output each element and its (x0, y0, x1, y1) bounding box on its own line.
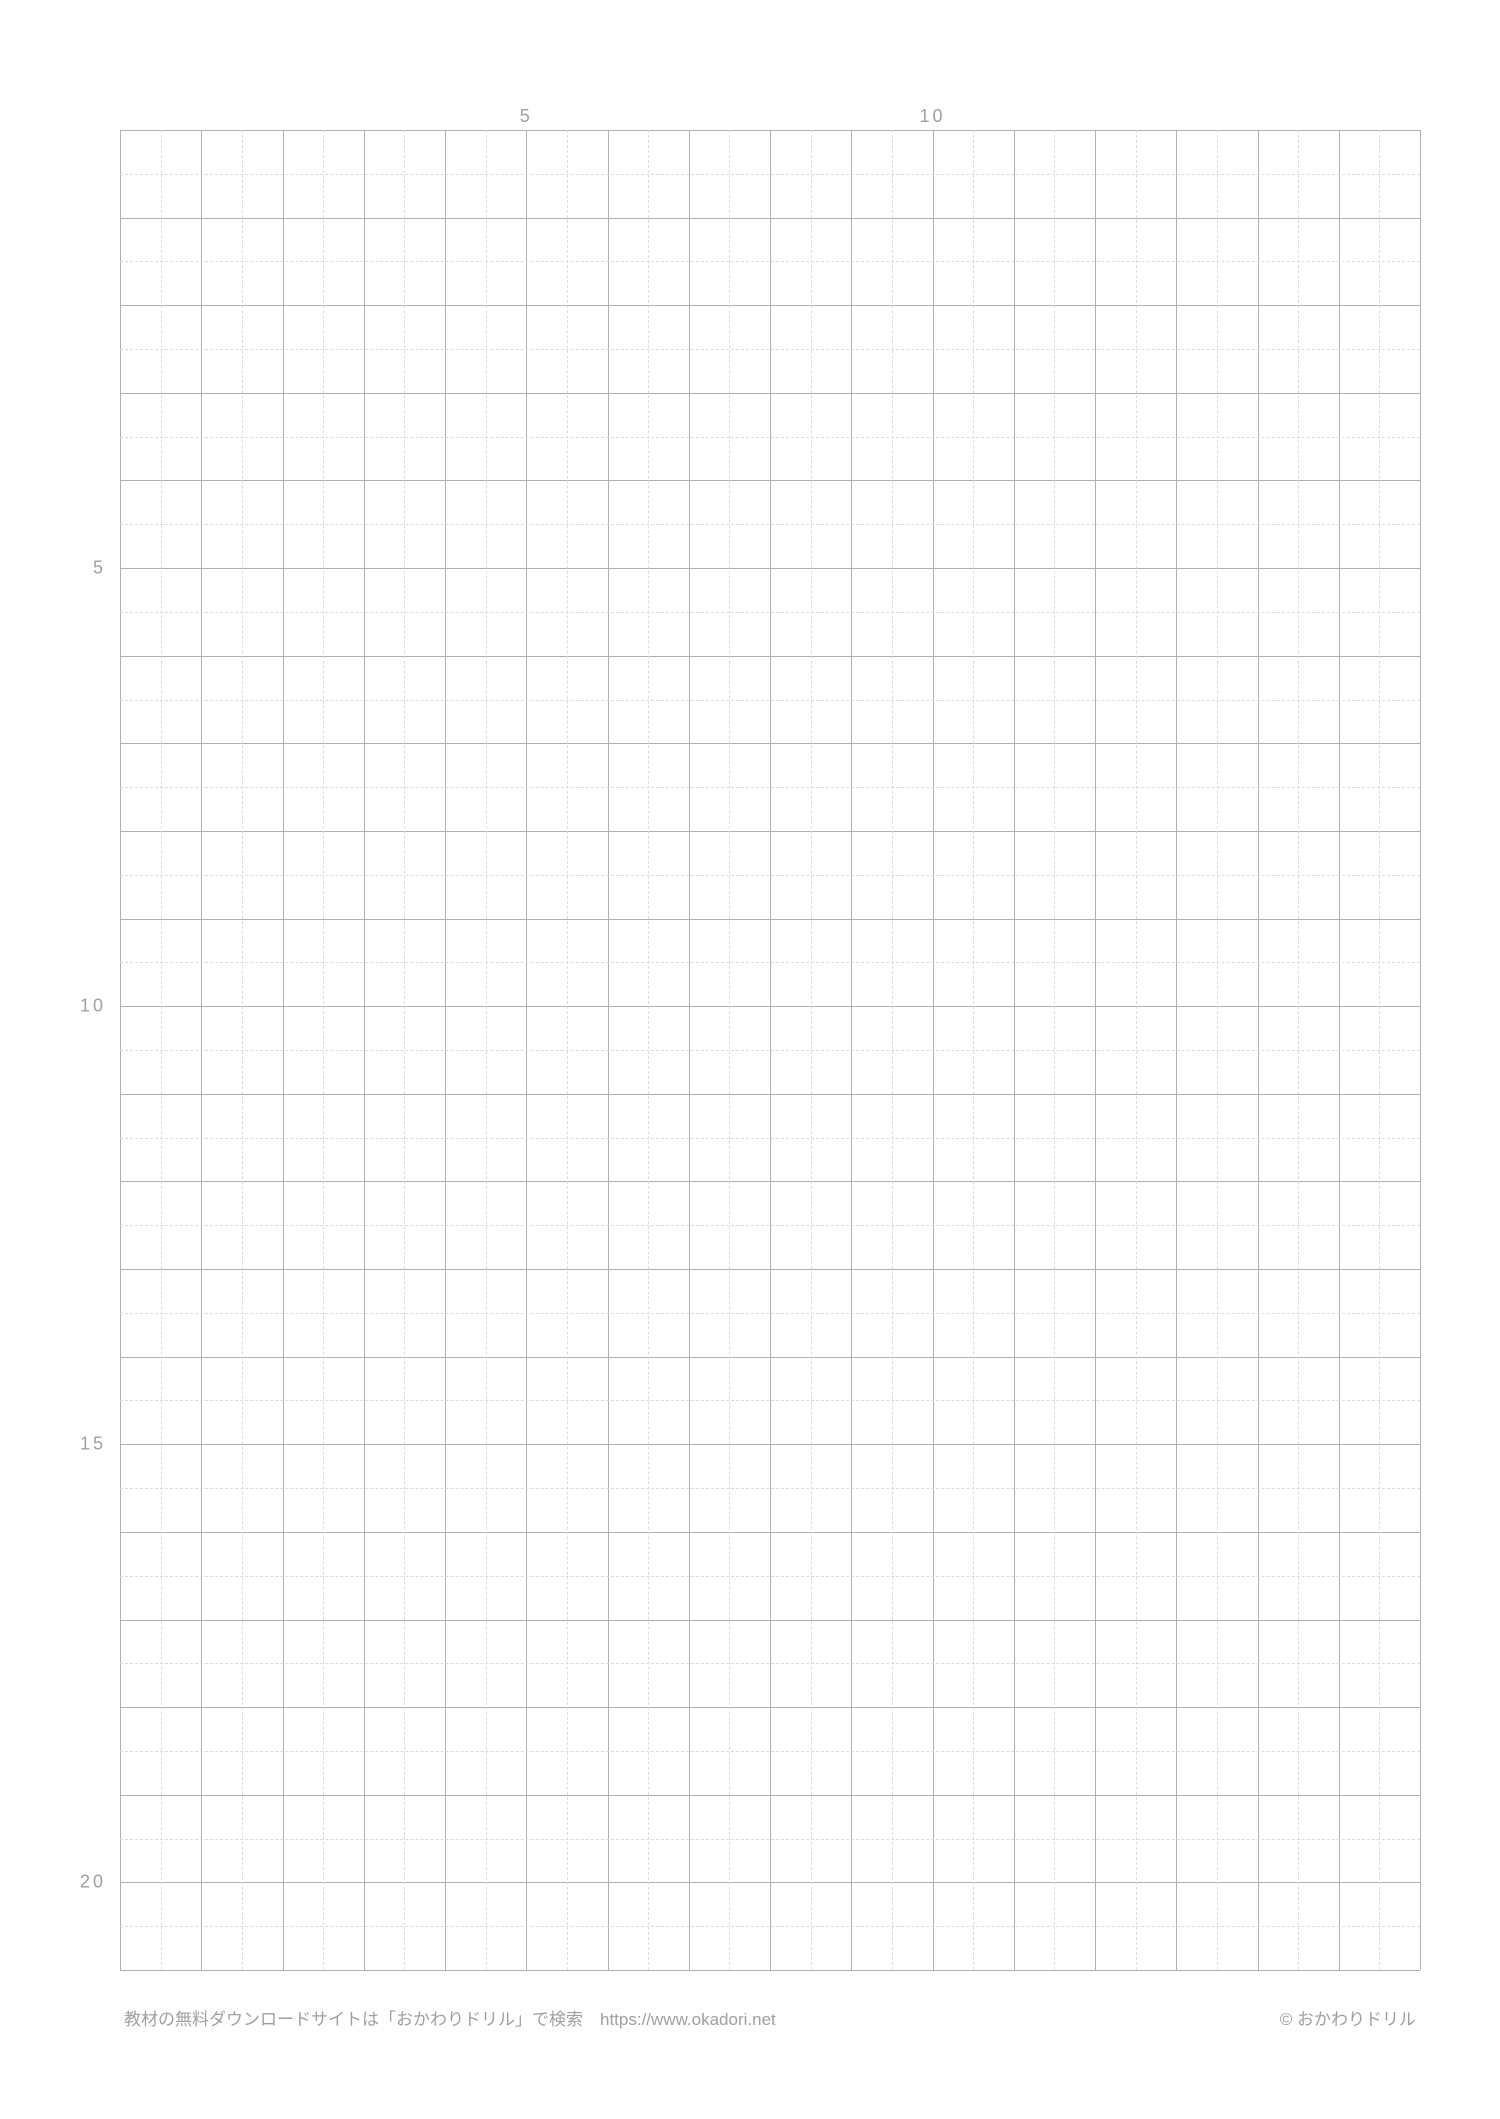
grid-solid-horizontal (120, 1444, 1420, 1445)
grid-dashed-horizontal (120, 1400, 1420, 1401)
grid-dashed-horizontal (120, 1751, 1420, 1752)
grid-solid-horizontal (120, 1882, 1420, 1883)
row-tick-label: 15 (80, 1434, 106, 1455)
page: 教材の無料ダウンロードサイトは「おかわりドリル」で検索 https://www.… (0, 0, 1500, 2119)
grid-solid-horizontal (120, 1532, 1420, 1533)
grid-solid-horizontal (120, 1094, 1420, 1095)
grid-solid-horizontal (120, 393, 1420, 394)
grid-container (120, 130, 1420, 1970)
row-tick-label: 20 (80, 1872, 106, 1893)
grid-dashed-horizontal (120, 1225, 1420, 1226)
grid-solid-horizontal (120, 1181, 1420, 1182)
grid-solid-horizontal (120, 831, 1420, 832)
grid-dashed-horizontal (120, 437, 1420, 438)
footer: 教材の無料ダウンロードサイトは「おかわりドリル」で検索 https://www.… (120, 2005, 1420, 2030)
grid-dashed-horizontal (120, 174, 1420, 175)
grid-dashed-horizontal (120, 1576, 1420, 1577)
grid-dashed-horizontal (120, 1138, 1420, 1139)
grid-solid-horizontal (120, 1357, 1420, 1358)
grid-solid-horizontal (120, 130, 1420, 131)
grid-dashed-horizontal (120, 1663, 1420, 1664)
grid-dashed-horizontal (120, 962, 1420, 963)
grid-solid-horizontal (120, 480, 1420, 481)
grid-solid-horizontal (120, 919, 1420, 920)
column-tick-label: 10 (919, 106, 945, 127)
grid-solid-horizontal (120, 218, 1420, 219)
grid-solid-horizontal (120, 1707, 1420, 1708)
footer-right-text: © おかわりドリル (1280, 2005, 1416, 2030)
grid-dashed-horizontal (120, 1313, 1420, 1314)
grid-solid-horizontal (120, 743, 1420, 744)
grid-dashed-horizontal (120, 261, 1420, 262)
grid-solid-horizontal (120, 1795, 1420, 1796)
grid-solid-horizontal (120, 305, 1420, 306)
grid-solid-horizontal (120, 568, 1420, 569)
grid-dashed-horizontal (120, 700, 1420, 701)
grid-dashed-horizontal (120, 875, 1420, 876)
grid-dashed-horizontal (120, 1926, 1420, 1927)
row-tick-label: 10 (80, 996, 106, 1017)
grid-solid-vertical (1420, 130, 1421, 1970)
grid-solid-horizontal (120, 1006, 1420, 1007)
grid-dashed-horizontal (120, 1050, 1420, 1051)
grid-dashed-horizontal (120, 787, 1420, 788)
grid-dashed-horizontal (120, 1839, 1420, 1840)
grid-solid-horizontal (120, 1269, 1420, 1270)
row-tick-label: 5 (93, 558, 106, 579)
grid-solid-horizontal (120, 1970, 1420, 1971)
practice-grid (120, 130, 1420, 1970)
grid-dashed-horizontal (120, 1488, 1420, 1489)
grid-solid-horizontal (120, 656, 1420, 657)
grid-solid-horizontal (120, 1620, 1420, 1621)
column-tick-label: 5 (520, 106, 533, 127)
grid-dashed-horizontal (120, 524, 1420, 525)
grid-dashed-horizontal (120, 349, 1420, 350)
grid-dashed-horizontal (120, 612, 1420, 613)
footer-left-text: 教材の無料ダウンロードサイトは「おかわりドリル」で検索 https://www.… (124, 2005, 776, 2030)
